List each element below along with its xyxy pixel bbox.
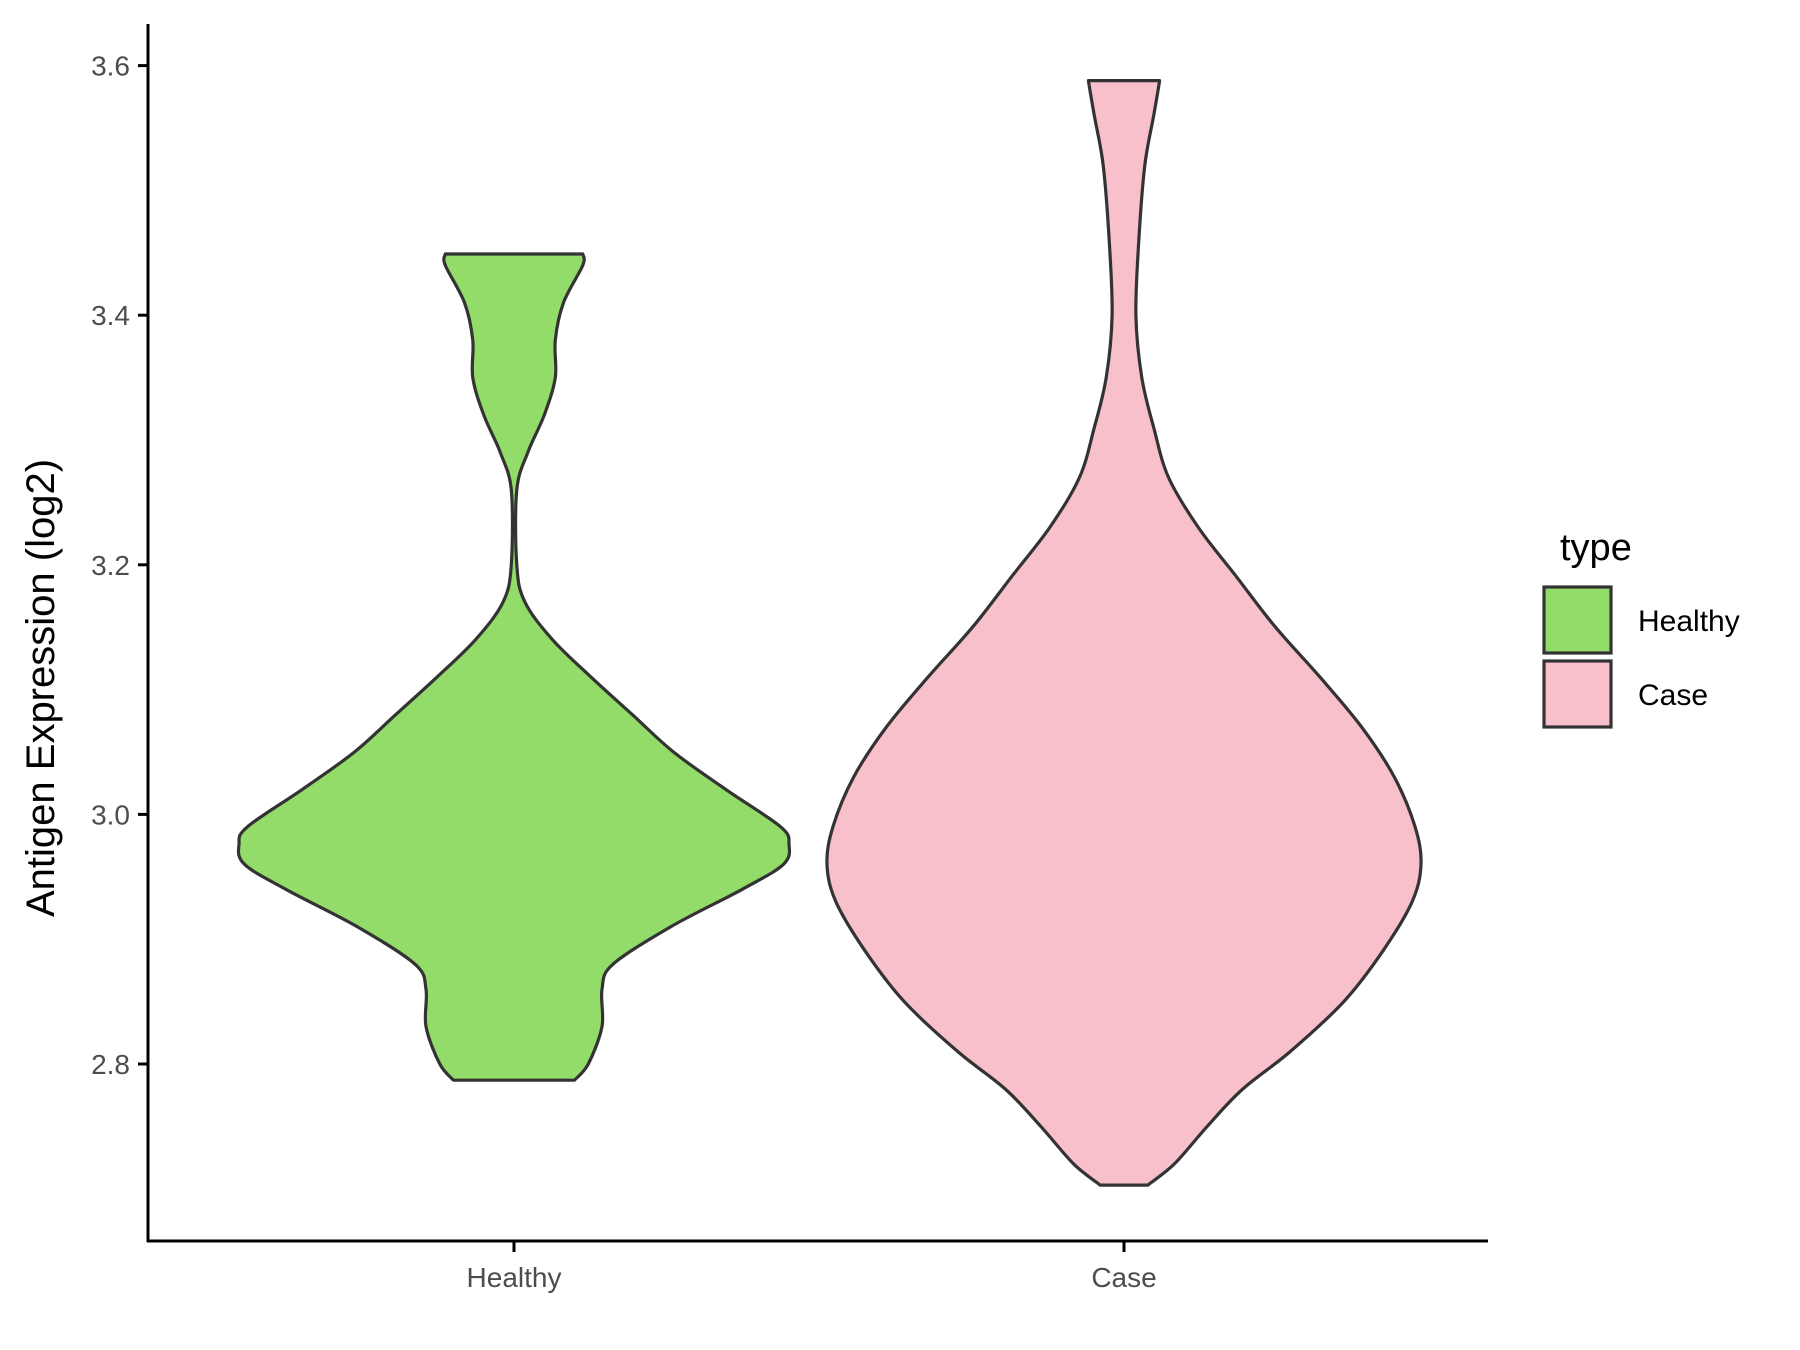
legend-swatch-healthy: [1542, 585, 1613, 655]
legend-label-healthy: Healthy: [1638, 605, 1740, 638]
y-ticks: 2.8 3.0 3.2 3.4 3.6: [91, 51, 148, 1080]
y-tick-label: 2.8: [91, 1049, 130, 1080]
plot-area: [236, 79, 1423, 1187]
y-axis-title: Antigen Expression (log2): [19, 459, 63, 917]
legend-swatch-case: [1542, 659, 1613, 729]
y-tick-label: 3.6: [91, 51, 130, 82]
y-tick-label: 3.0: [91, 799, 130, 830]
x-ticks: Healthy Case: [467, 1242, 1157, 1293]
x-tick-label: Case: [1091, 1262, 1156, 1293]
y-tick-label: 3.2: [91, 550, 130, 581]
x-tick-label: Healthy: [467, 1262, 562, 1293]
legend-label-case: Case: [1638, 679, 1708, 712]
violin-case: [825, 79, 1423, 1187]
violin-healthy: [236, 252, 792, 1082]
y-tick-label: 3.4: [91, 300, 130, 331]
legend-title: type: [1560, 527, 1632, 569]
legend: type Healthy Case: [1542, 527, 1740, 729]
axes: 2.8 3.0 3.2 3.4 3.6 Healthy Case Antigen Expr…: [19, 24, 1488, 1293]
